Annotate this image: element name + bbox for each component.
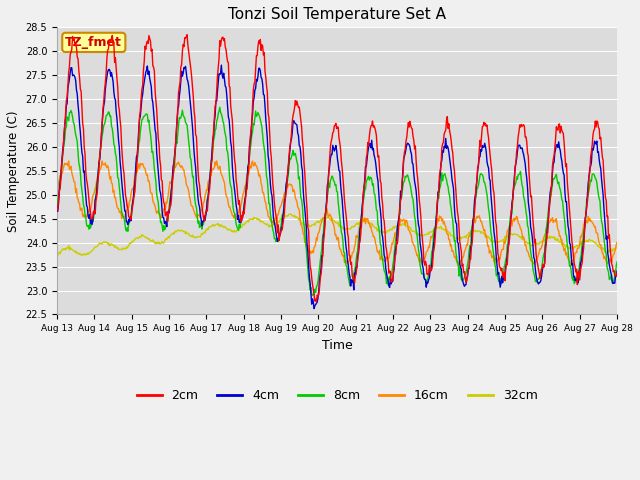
Legend: 2cm, 4cm, 8cm, 16cm, 32cm: 2cm, 4cm, 8cm, 16cm, 32cm — [132, 384, 543, 407]
Text: TZ_fmet: TZ_fmet — [65, 36, 122, 49]
X-axis label: Time: Time — [322, 339, 353, 352]
Y-axis label: Soil Temperature (C): Soil Temperature (C) — [7, 110, 20, 232]
Title: Tonzi Soil Temperature Set A: Tonzi Soil Temperature Set A — [228, 7, 446, 22]
